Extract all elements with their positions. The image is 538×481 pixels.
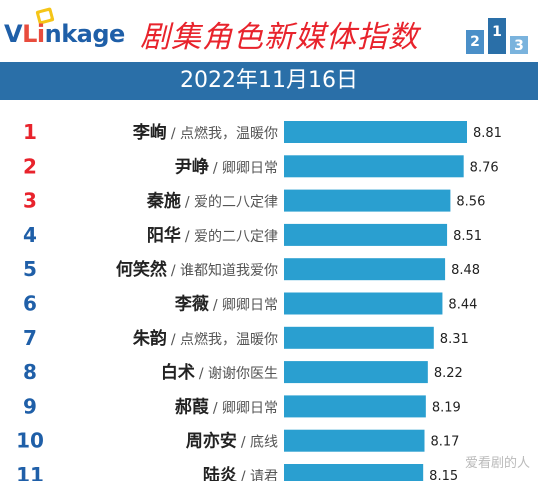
character-label: 白术 / 谢谢你医生 — [161, 362, 278, 383]
svg-text:2: 2 — [470, 34, 480, 50]
rank-number: 1 — [23, 120, 37, 144]
bar — [284, 361, 428, 384]
rank-number: 3 — [23, 189, 37, 213]
data-label: 8.56 — [456, 195, 485, 210]
show-name: / 爱的二八定律 — [185, 195, 278, 211]
show-name: / 点燃我，温暖你 — [171, 331, 278, 348]
logo-text: VLinkage — [4, 20, 125, 48]
character-name: 朱韵 — [133, 328, 167, 349]
data-label: 8.19 — [432, 400, 461, 415]
data-label: 8.48 — [451, 263, 480, 278]
show-name: / 卿卿日常 — [213, 400, 278, 416]
svg-text:3: 3 — [514, 38, 524, 54]
bar — [284, 395, 426, 418]
show-name: / 请君 — [241, 469, 278, 481]
page-title: 剧集角色新媒体指数 — [140, 20, 419, 55]
rank-number: 7 — [23, 326, 37, 350]
date-label: 2022年11月16日 — [180, 68, 358, 93]
character-name: 阳华 — [147, 225, 181, 246]
podium-icon: 2 1 3 — [466, 18, 528, 54]
data-label: 8.22 — [434, 366, 463, 381]
show-name: / 卿卿日常 — [213, 298, 278, 314]
character-label: 朱韵 / 点燃我，温暖你 — [133, 328, 278, 349]
bar — [284, 326, 434, 349]
character-name: 秦施 — [147, 191, 181, 212]
show-name: / 卿卿日常 — [213, 160, 278, 176]
rank-number: 10 — [16, 429, 44, 453]
character-name: 尹峥 — [175, 156, 209, 177]
logo-text-i: Li — [22, 20, 45, 48]
character-name: 陆炎 — [203, 466, 237, 481]
character-name: 李薇 — [175, 294, 209, 315]
vlinkage-logo: VLinkage — [4, 4, 125, 50]
data-label: 8.76 — [470, 160, 499, 175]
data-label: 8.44 — [448, 298, 477, 313]
character-label: 李薇 / 卿卿日常 — [175, 294, 278, 315]
show-name: / 谁都知道我爱你 — [171, 262, 278, 279]
character-label: 何笑然 / 谁都知道我爱你 — [116, 259, 278, 280]
header: VLinkage 剧集角色新媒体指数 2 1 3 — [0, 0, 538, 62]
rank-number: 2 — [23, 154, 37, 178]
bar — [284, 464, 424, 481]
bar — [284, 292, 443, 315]
character-label: 陆炎 / 请君 — [203, 466, 278, 481]
logo-text-v: V — [4, 20, 23, 48]
character-name: 郝葭 — [175, 397, 210, 417]
character-label: 尹峥 / 卿卿日常 — [175, 156, 278, 177]
rank-number: 11 — [16, 463, 44, 481]
rank-number: 5 — [23, 257, 37, 281]
data-label: 8.81 — [473, 126, 502, 141]
logo-text-rest: nkage — [44, 20, 126, 48]
show-name: / 点燃我，温暖你 — [171, 125, 278, 142]
character-label: 郝葭 / 卿卿日常 — [175, 397, 278, 417]
bar — [284, 258, 446, 281]
rank-number: 9 — [23, 394, 37, 418]
show-name: / 谢谢你医生 — [199, 366, 278, 382]
character-name: 周亦安 — [186, 431, 237, 452]
bar — [284, 223, 448, 246]
data-label: 8.51 — [453, 229, 482, 244]
character-name: 李峋 — [133, 122, 167, 143]
data-label: 8.17 — [431, 435, 460, 450]
svg-text:1: 1 — [492, 24, 502, 40]
data-label: 8.15 — [429, 469, 458, 481]
data-label: 8.31 — [440, 332, 469, 347]
character-label: 李峋 / 点燃我，温暖你 — [133, 122, 278, 143]
bar — [284, 155, 464, 178]
character-name: 白术 — [161, 362, 195, 383]
logo-mark-icon — [35, 7, 55, 25]
character-label: 阳华 / 爱的二八定律 — [147, 225, 278, 246]
rank-number: 8 — [23, 360, 37, 384]
character-label: 周亦安 / 底线 — [186, 431, 278, 452]
character-label: 秦施 / 爱的二八定律 — [147, 191, 278, 212]
bar — [284, 121, 467, 143]
show-name: / 爱的二八定律 — [185, 229, 278, 245]
rank-number: 6 — [23, 292, 37, 316]
show-name: / 底线 — [241, 435, 278, 451]
ranking-bar-chart: 1 李峋 / 点燃我，温暖你 8.812 尹峥 / 卿卿日常 8.763 秦施 / 爱的二八定律… — [16, 120, 502, 481]
date-band: 2022年11月16日 — [0, 62, 538, 100]
bar — [284, 189, 451, 212]
character-name: 何笑然 — [116, 259, 167, 280]
bar — [284, 429, 425, 452]
rank-number: 4 — [23, 223, 37, 247]
watermark: 爱看剧的人 — [464, 456, 530, 471]
